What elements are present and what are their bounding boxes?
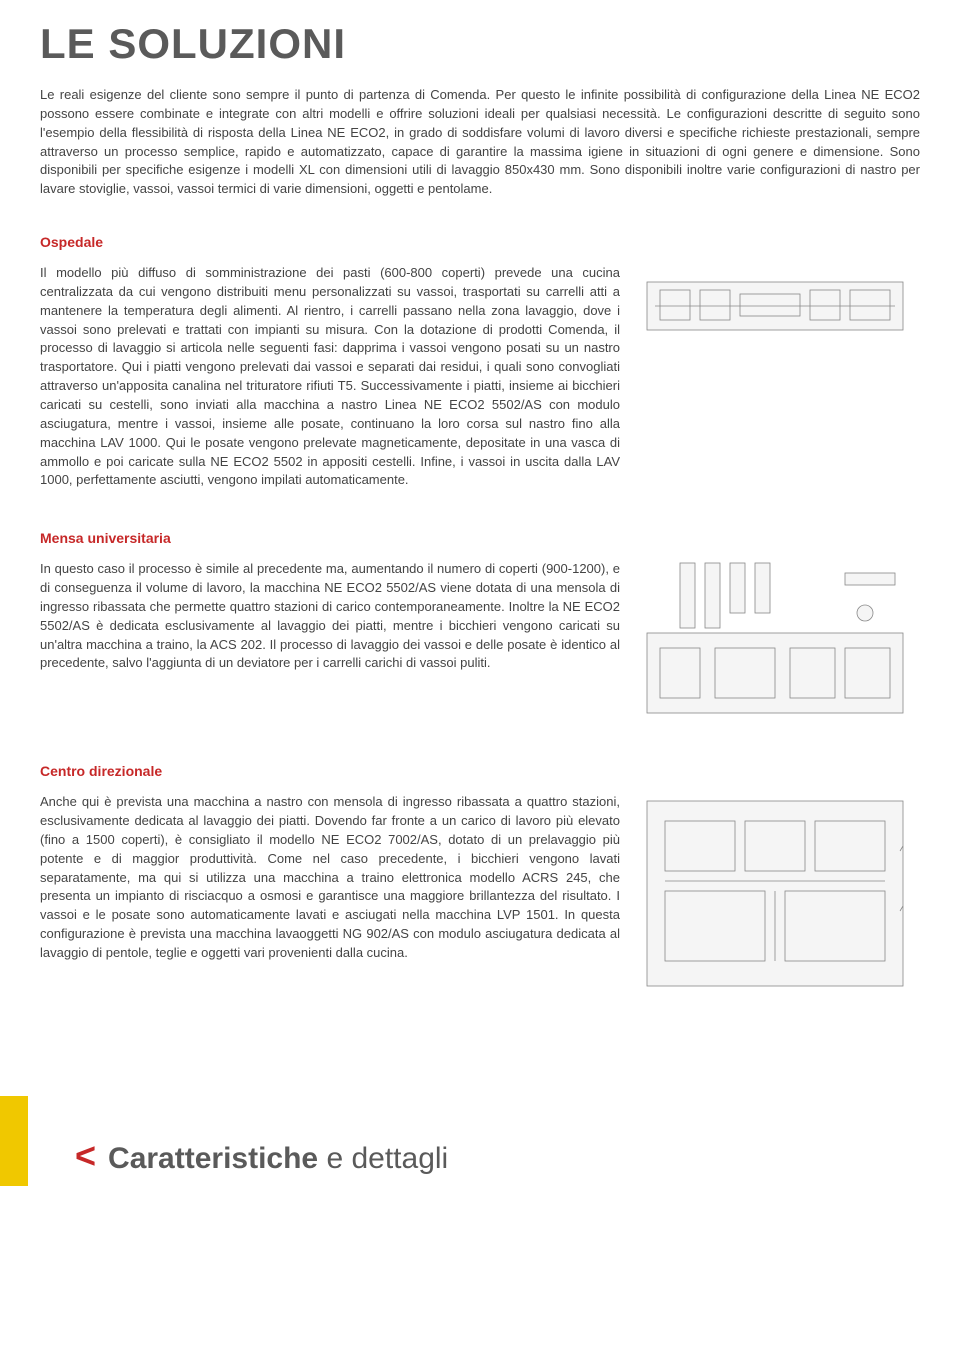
footer-title-light: e dettagli [318,1142,448,1175]
section-title-centro: Centro direzionale [40,763,620,779]
page-title: LE SOLUZIONI [40,20,920,68]
diagram-mensa [645,530,905,723]
diagram-centro [645,763,905,996]
chevron-left-icon: < [75,1138,96,1174]
yellow-tab-decoration [0,1096,28,1186]
footer-title-bold: Caratteristiche [108,1142,318,1175]
section-title-ospedale: Ospedale [40,234,620,250]
diagram-ospedale [645,234,905,490]
section-ospedale: Ospedale Il modello più diffuso di sommi… [40,234,920,490]
footer-bar: < Caratteristiche e dettagli [0,1126,960,1186]
section-mensa: Mensa universitaria In questo caso il pr… [40,530,920,723]
footer-title: Caratteristiche e dettagli [108,1142,448,1176]
intro-paragraph: Le reali esigenze del cliente sono sempr… [40,86,920,199]
section-centro: Centro direzionale Anche qui è prevista … [40,763,920,996]
section-body-mensa: In questo caso il processo è simile al p… [40,560,620,673]
section-body-centro: Anche qui è prevista una macchina a nast… [40,793,620,963]
section-body-ospedale: Il modello più diffuso di somministrazio… [40,264,620,490]
section-title-mensa: Mensa universitaria [40,530,620,546]
